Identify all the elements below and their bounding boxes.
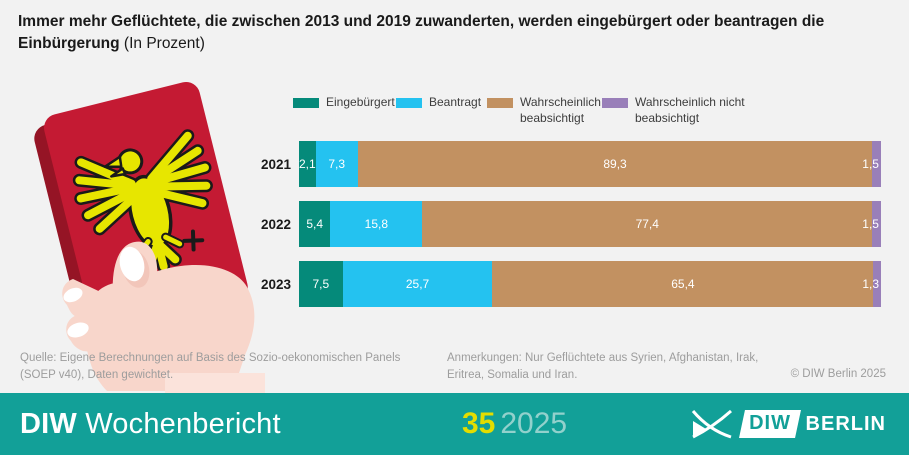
diw-logo-box: DIW xyxy=(738,410,801,438)
bar-value-label: 77,4 xyxy=(635,217,659,231)
chart-legend: Eingebürgert Beantragt Wahrscheinlich beab… xyxy=(293,95,767,126)
bar-segment: 7,3 xyxy=(315,141,358,187)
footer-band: DIW Wochenbericht 35 2025 DIW BERLIN xyxy=(0,393,909,455)
bar-row: 2023 7,5 25,7 65,4 1,3 xyxy=(261,261,881,307)
copyright-note: © DIW Berlin 2025 xyxy=(790,368,886,380)
bar-chart: 2021 2,1 7,3 89,3 1,5 2022 5,4 15,8 77,4 1,5 2023 7… xyxy=(261,141,881,321)
legend-label: Eingebürgert xyxy=(326,95,395,109)
diw-logo-text: DIW xyxy=(748,412,791,434)
bar-value-label: 1,5 xyxy=(862,157,879,171)
legend-label: Wahrscheinlich beabsichtigt xyxy=(520,95,601,125)
bar-segment: 89,3 xyxy=(357,141,873,187)
year-label: 2021 xyxy=(260,156,291,172)
issue-label: 35 2025 xyxy=(462,407,567,441)
legend-label: Beantragt xyxy=(429,95,482,109)
issue-number: 35 xyxy=(462,407,496,440)
bar-track: 2,1 7,3 89,3 1,5 xyxy=(299,141,881,187)
legend-swatch-icon xyxy=(396,98,422,108)
bar-segment: 1,5 xyxy=(862,201,881,247)
page-title: Immer mehr Geflüchtete, die zwischen 201… xyxy=(18,11,853,54)
issue-year: 2025 xyxy=(500,407,568,440)
title-unit-note: (In Prozent) xyxy=(123,34,205,52)
bar-row: 2021 2,1 7,3 89,3 1,5 xyxy=(261,141,881,187)
thumb xyxy=(112,241,158,341)
diw-berlin-logo: DIW BERLIN xyxy=(691,408,886,440)
bar-row: 2022 5,4 15,8 77,4 1,5 xyxy=(261,201,881,247)
legend-item: Eingebürgert xyxy=(293,95,396,126)
remarks-note: Anmerkungen: Nur Geflüchtete aus Syrien,… xyxy=(447,352,759,381)
bar-segment: 1,3 xyxy=(862,261,881,307)
bar-segment: 15,8 xyxy=(330,201,423,247)
legend-swatch-icon xyxy=(487,98,513,108)
legend-swatch-icon xyxy=(602,98,628,108)
bar-value-label: 1,3 xyxy=(862,277,879,291)
bar-track: 7,5 25,7 65,4 1,3 xyxy=(299,261,881,307)
bar-segment: 65,4 xyxy=(492,261,874,307)
bar-segment: 7,5 xyxy=(299,261,343,307)
diw-logo-suffix: BERLIN xyxy=(805,412,886,435)
diw-cross-icon xyxy=(691,409,732,439)
bar-segment: 5,4 xyxy=(299,201,331,247)
bar-value-label: 89,3 xyxy=(603,157,627,171)
fingers xyxy=(62,279,119,355)
source-note: Quelle: Eigene Berechnungen auf Basis de… xyxy=(20,352,401,381)
bar-value-label: 1,5 xyxy=(862,217,879,231)
passport-hand-illustration xyxy=(34,81,265,393)
bar-value-label: 2,1 xyxy=(299,157,316,171)
legend-swatch-icon xyxy=(293,98,319,108)
legend-item: Beantragt xyxy=(396,95,487,126)
publication-title-bold: DIW xyxy=(20,407,77,440)
bar-track: 5,4 15,8 77,4 1,5 xyxy=(299,201,881,247)
year-label: 2022 xyxy=(260,216,291,232)
publication-title: DIW Wochenbericht xyxy=(20,408,281,441)
bar-segment: 1,5 xyxy=(862,141,881,187)
bar-value-label: 5,4 xyxy=(306,217,324,231)
bar-value-label: 15,8 xyxy=(364,217,388,231)
bar-value-label: 65,4 xyxy=(671,277,695,291)
legend-item: Wahrscheinlich beabsichtigt xyxy=(487,95,602,126)
bar-segment: 2,1 xyxy=(299,141,316,187)
publication-title-rest: Wochenbericht xyxy=(85,407,281,440)
bar-value-label: 7,5 xyxy=(312,277,330,291)
title-main: Immer mehr Geflüchtete, die zwischen 201… xyxy=(18,13,825,52)
bar-segment: 77,4 xyxy=(422,201,873,247)
legend-item: Wahrscheinlich nicht beabsichtigt xyxy=(602,95,767,126)
legend-label: Wahrscheinlich nicht beabsichtigt xyxy=(635,95,745,125)
year-label: 2023 xyxy=(260,276,291,292)
bar-value-label: 7,3 xyxy=(328,157,346,171)
bar-value-label: 25,7 xyxy=(405,277,430,291)
bar-segment: 25,7 xyxy=(342,261,493,307)
